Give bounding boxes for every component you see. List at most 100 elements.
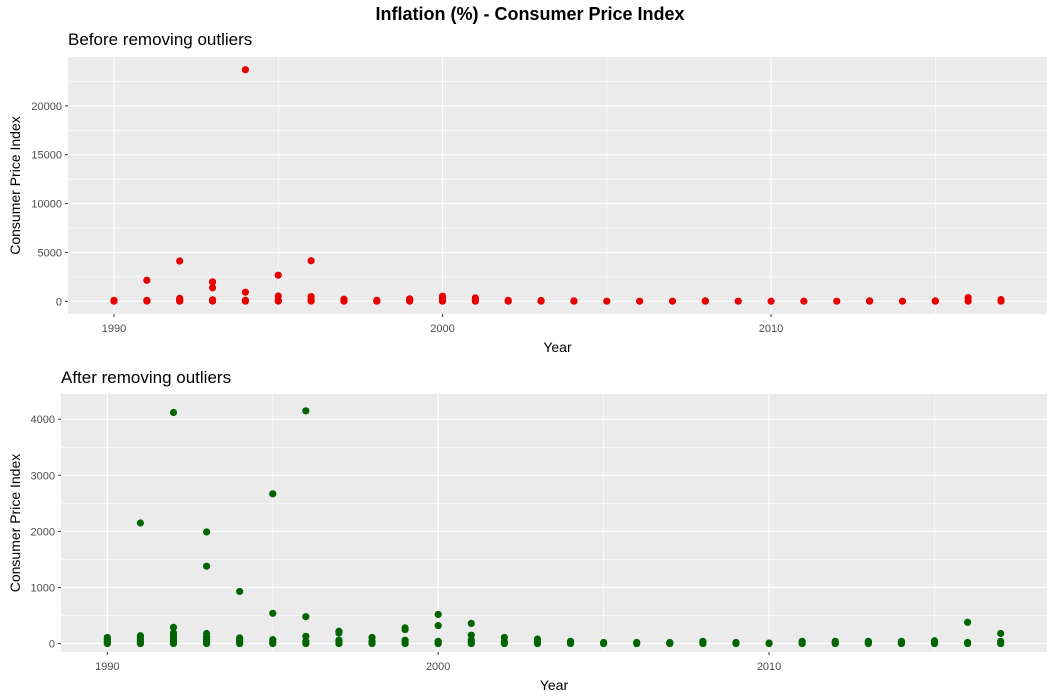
x-tick-label: 2000	[430, 323, 454, 335]
data-point	[236, 587, 244, 596]
data-point	[335, 636, 343, 644]
data-point	[800, 297, 808, 305]
data-point	[202, 528, 211, 536]
data-point	[269, 490, 277, 498]
data-point	[701, 297, 709, 305]
data-point	[930, 637, 939, 645]
data-point	[368, 633, 376, 642]
y-tick-label: 20000	[31, 101, 62, 113]
data-point	[500, 633, 508, 642]
data-point	[865, 297, 874, 305]
data-point	[269, 609, 277, 617]
data-point	[767, 297, 775, 305]
data-point	[241, 288, 250, 296]
data-point	[997, 637, 1005, 645]
data-point	[603, 297, 611, 305]
data-point	[504, 296, 512, 304]
data-point	[765, 639, 773, 647]
data-point	[668, 297, 677, 305]
data-point	[636, 297, 644, 305]
data-point	[307, 293, 315, 301]
data-point	[570, 297, 578, 305]
data-point	[533, 635, 542, 643]
x-tick-label: 1990	[102, 323, 126, 335]
data-point	[406, 295, 414, 303]
y-tick-label: 10000	[31, 199, 62, 211]
data-point	[633, 638, 641, 647]
data-point	[241, 296, 250, 304]
y-axis-label: Consumer Price Index	[7, 116, 23, 255]
data-point	[898, 297, 907, 305]
y-tick-label: 4000	[31, 414, 55, 426]
data-point	[471, 294, 479, 302]
data-point	[831, 637, 839, 645]
y-axis-label: Consumer Price Index	[7, 454, 23, 593]
data-point	[401, 636, 409, 644]
data-point	[302, 637, 310, 645]
panel-before: 1990 2000 2010 0 5000 10000 15000 20000 Year Cons…	[7, 57, 1047, 355]
data-point	[208, 278, 217, 286]
panel-title-before: Before removing outliers	[68, 30, 253, 49]
data-point	[274, 292, 282, 300]
data-point	[963, 638, 972, 647]
y-tick-label: 0	[49, 639, 55, 651]
x-tick-label: 1990	[95, 661, 119, 673]
y-tick-label: 0	[56, 296, 62, 308]
data-point	[963, 618, 972, 626]
panel-title-after: After removing outliers	[61, 368, 232, 387]
data-point	[110, 296, 118, 304]
x-axis-label: Year	[543, 339, 572, 355]
data-point	[241, 66, 250, 74]
y-tick-label: 5000	[38, 247, 62, 259]
data-point	[103, 633, 111, 642]
data-point	[335, 627, 343, 635]
data-point	[340, 295, 348, 303]
data-point	[699, 637, 707, 645]
plot-background	[61, 394, 1047, 652]
data-point	[566, 637, 575, 645]
data-point	[467, 631, 475, 639]
data-point	[169, 408, 178, 417]
x-tick-label: 2000	[426, 661, 450, 673]
data-point	[143, 296, 151, 304]
data-point	[269, 636, 277, 644]
data-point	[176, 294, 184, 302]
data-point	[600, 638, 608, 647]
data-point	[302, 407, 310, 415]
x-tick-label: 2010	[759, 323, 783, 335]
panel-after: 1990 2000 2010 0 1000 2000 3000 4000 Year Consume…	[7, 394, 1047, 693]
data-point	[434, 622, 442, 630]
data-point	[931, 297, 939, 305]
data-point	[136, 519, 145, 527]
data-point	[302, 632, 310, 640]
chart-main-title: Inflation (%) - Consumer Price Index	[375, 4, 685, 24]
data-point	[176, 257, 184, 265]
data-point	[833, 297, 841, 305]
data-point	[467, 619, 475, 627]
x-axis-label: Year	[540, 677, 569, 693]
data-point	[274, 271, 282, 279]
y-tick-label: 1000	[31, 583, 55, 595]
data-point	[897, 637, 906, 645]
data-point	[997, 629, 1005, 638]
data-point	[537, 296, 545, 305]
data-point	[143, 276, 151, 284]
y-tick-label: 2000	[31, 526, 55, 538]
data-point	[373, 296, 381, 304]
data-point	[236, 634, 244, 642]
data-point	[307, 257, 315, 265]
data-point	[401, 624, 409, 632]
data-point	[467, 636, 475, 644]
y-tick-label: 3000	[31, 470, 55, 482]
data-point	[438, 292, 447, 300]
data-point	[208, 284, 217, 292]
data-point	[136, 632, 145, 640]
data-point	[864, 637, 872, 645]
data-point	[169, 623, 178, 631]
data-point	[798, 637, 806, 645]
data-point	[208, 296, 217, 304]
data-point	[434, 637, 442, 645]
plot-background	[68, 57, 1047, 314]
data-point	[202, 629, 211, 638]
